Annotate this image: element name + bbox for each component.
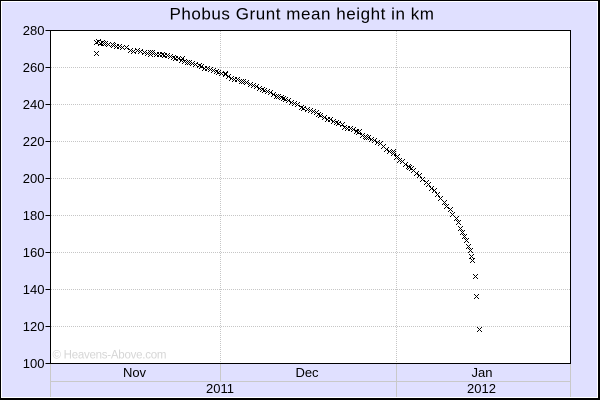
svg-text:140: 140 (23, 282, 45, 297)
svg-text:Jan: Jan (472, 365, 493, 380)
svg-text:260: 260 (23, 60, 45, 75)
svg-text:120: 120 (23, 319, 45, 334)
svg-text:240: 240 (23, 97, 45, 112)
svg-text:Phobus Grunt mean height in km: Phobus Grunt mean height in km (169, 5, 434, 24)
svg-text:2012: 2012 (467, 381, 496, 396)
svg-text:100: 100 (23, 356, 45, 371)
svg-text:180: 180 (23, 208, 45, 223)
svg-text:280: 280 (23, 23, 45, 38)
svg-text:160: 160 (23, 245, 45, 260)
svg-text:220: 220 (23, 134, 45, 149)
svg-text:© Heavens-Above.com: © Heavens-Above.com (53, 350, 167, 362)
svg-text:Dec: Dec (295, 365, 319, 380)
svg-text:200: 200 (23, 171, 45, 186)
svg-text:2011: 2011 (206, 381, 234, 396)
svg-text:Nov: Nov (123, 365, 147, 380)
